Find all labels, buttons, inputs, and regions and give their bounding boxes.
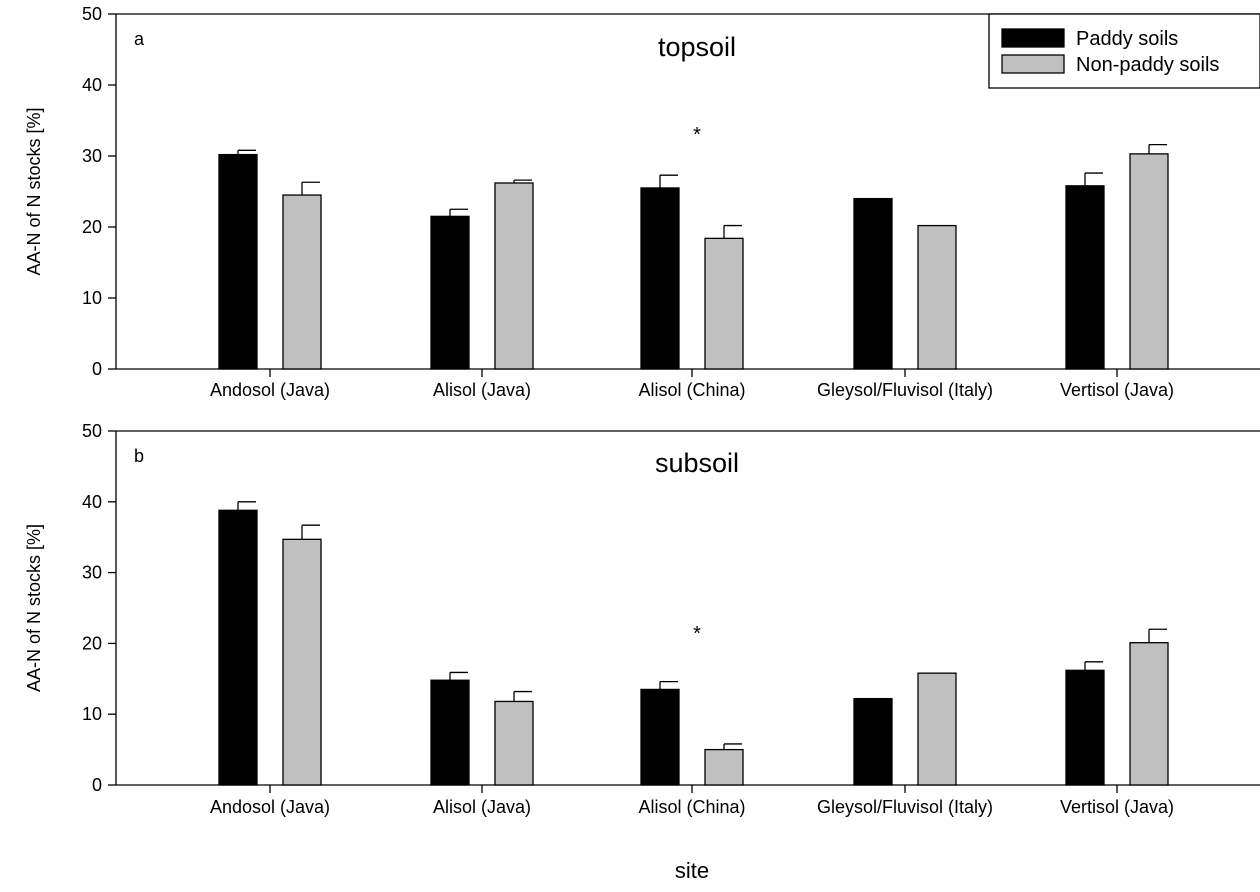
- panel-label: a: [134, 29, 145, 49]
- y-tick-label: 50: [82, 4, 102, 24]
- significance-mark: *: [693, 124, 701, 146]
- bar: [282, 538, 322, 786]
- panel-subsoil: 0 10 20 30 40 50 AA-N of N stocks [%] b subsoil A…: [24, 421, 1260, 883]
- bar: [1129, 153, 1169, 370]
- bar: [640, 688, 680, 786]
- y-tick-label: 40: [82, 492, 102, 512]
- x-tick-label: Alisol (Java): [433, 380, 531, 400]
- legend-entry: Paddy soils: [1076, 28, 1178, 50]
- y-tick-label: 20: [82, 217, 102, 237]
- x-tick-label: Vertisol (Java): [1060, 797, 1174, 817]
- bar: [430, 215, 470, 370]
- y-tick-label: 0: [92, 775, 102, 795]
- y-tick-label: 30: [82, 146, 102, 166]
- bar: [494, 700, 534, 786]
- bar: [282, 194, 322, 370]
- bar: [218, 153, 258, 370]
- bar: [704, 237, 744, 370]
- x-tick-label: Gleysol/Fluvisol (Italy): [817, 380, 993, 400]
- bar: [1129, 642, 1169, 786]
- bar: [640, 187, 680, 370]
- y-tick-label: 10: [82, 704, 102, 724]
- panel-title: subsoil: [655, 448, 739, 478]
- significance-mark: *: [693, 623, 701, 645]
- bar: [853, 197, 893, 370]
- y-tick-label: 20: [82, 633, 102, 653]
- legend: Paddy soils Non-paddy soils: [988, 13, 1260, 89]
- panel-topsoil: 0 10 20 30 40 50 AA-N of N stocks [%] a topsoil A…: [24, 4, 1260, 400]
- x-tick-label: Andosol (Java): [210, 380, 330, 400]
- bar: [494, 182, 534, 370]
- panel-title: topsoil: [658, 32, 736, 62]
- bar: [1065, 185, 1105, 370]
- bar: [917, 224, 957, 370]
- x-tick-label: Alisol (China): [638, 797, 745, 817]
- bar: [917, 672, 957, 786]
- y-axis-label: AA-N of N stocks [%]: [24, 524, 44, 692]
- y-tick-label: 10: [82, 288, 102, 308]
- x-tick-label: Gleysol/Fluvisol (Italy): [817, 797, 993, 817]
- legend-box: [988, 13, 1260, 89]
- bar: [218, 509, 258, 786]
- y-tick-label: 0: [92, 359, 102, 379]
- x-tick-label: Alisol (Java): [433, 797, 531, 817]
- legend-entry: Non-paddy soils: [1076, 54, 1219, 76]
- x-tick-label: Vertisol (Java): [1060, 380, 1174, 400]
- bar: [704, 748, 744, 786]
- y-tick-label: 40: [82, 75, 102, 95]
- panel-label: b: [134, 446, 144, 466]
- y-tick-label: 30: [82, 563, 102, 583]
- y-tick-label: 50: [82, 421, 102, 441]
- x-tick-label: Alisol (China): [638, 380, 745, 400]
- bar: [430, 679, 470, 786]
- legend-swatch: [1001, 54, 1065, 74]
- x-tick-label: Andosol (Java): [210, 797, 330, 817]
- bar: [853, 697, 893, 786]
- x-axis-label: site: [675, 858, 709, 883]
- y-axis-label: AA-N of N stocks [%]: [24, 107, 44, 275]
- legend-swatch: [1001, 28, 1065, 48]
- bar: [1065, 669, 1105, 786]
